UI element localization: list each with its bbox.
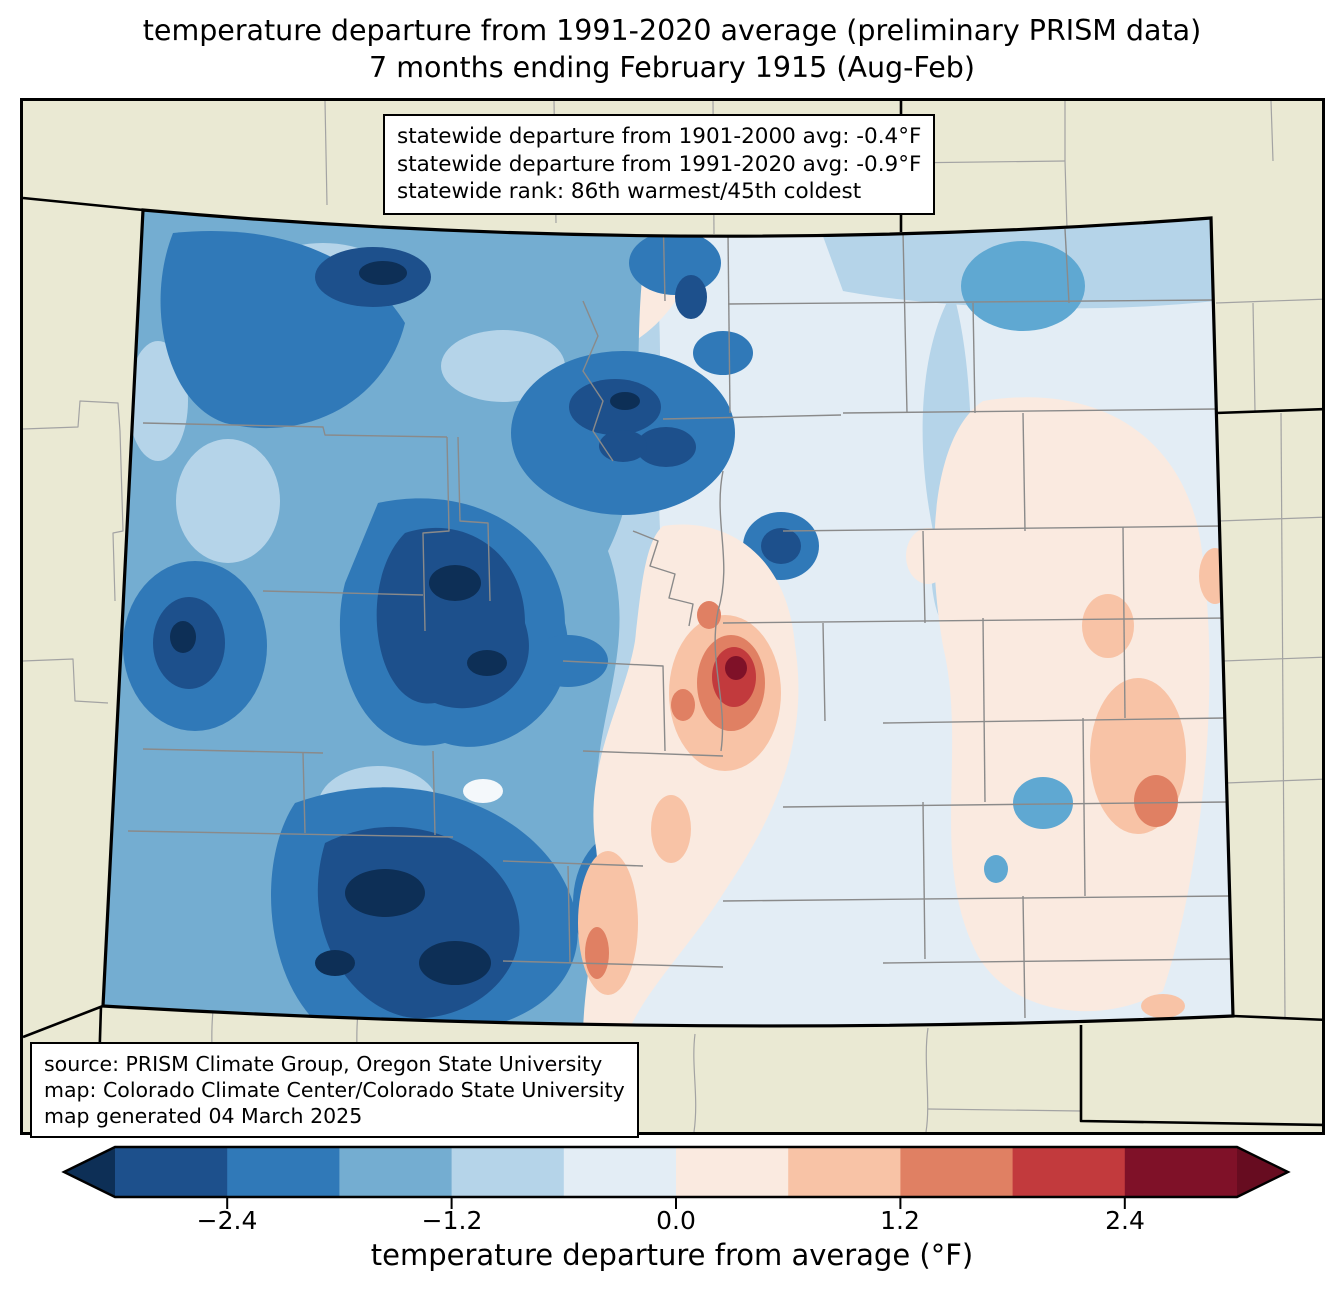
- colorbar-tick-label: 1.2: [880, 1206, 920, 1235]
- colorado-temperature-map: [23, 101, 1322, 1132]
- colorbar-segment: [339, 1147, 453, 1197]
- stats-line-1991-2020: statewide departure from 1991-2020 avg: …: [397, 151, 922, 177]
- neighbor-county-lines: [23, 101, 1322, 1132]
- figure-title-line2: 7 months ending February 1915 (Aug-Feb): [369, 51, 975, 84]
- colorbar-outline: [61, 1145, 1291, 1199]
- colorbar-segment: [676, 1147, 789, 1197]
- colorbar-segment: [788, 1147, 901, 1197]
- figure-title-line1: temperature departure from 1991-2020 ave…: [142, 14, 1202, 47]
- stats-line-rank: statewide rank: 86th warmest/45th coldes…: [397, 179, 862, 204]
- colorbar-segment: [563, 1147, 677, 1197]
- colorbar-under-arrow: [64, 1147, 115, 1197]
- colorbar-axis-label: temperature departure from average (°F): [370, 1238, 974, 1272]
- colorbar-tick-marks: [226, 1197, 1126, 1209]
- colorbar-segments: [115, 1147, 1238, 1197]
- colorbar-tick-label: −1.2: [421, 1206, 483, 1235]
- figure-title: temperature departure from 1991-2020 ave…: [0, 12, 1344, 86]
- map-credit-line: map: Colorado Climate Center/Colorado St…: [44, 1078, 625, 1102]
- colorbar-segment: [900, 1147, 1014, 1197]
- colorbar-tick-label: −2.4: [196, 1206, 258, 1235]
- colorbar-segment: [1012, 1147, 1126, 1197]
- colorado-county-lines: [127, 210, 1231, 1019]
- map-frame: statewide departure from 1901-2000 avg: …: [20, 98, 1325, 1138]
- source-line: source: PRISM Climate Group, Oregon Stat…: [44, 1052, 603, 1076]
- temperature-contours: [103, 210, 1233, 1026]
- colorbar-over-arrow: [1237, 1147, 1288, 1197]
- colorbar-segment: [451, 1147, 565, 1197]
- generated-date-line: map generated 04 March 2025: [44, 1104, 363, 1128]
- colorbar-segment: [227, 1147, 340, 1197]
- colorbar-segment: [1124, 1147, 1238, 1197]
- colorbar-segment: [115, 1147, 228, 1197]
- stats-line-1901-2000: statewide departure from 1901-2000 avg: …: [397, 124, 922, 149]
- colorado-state-border: [101, 208, 1235, 1028]
- statewide-stats-box: statewide departure from 1901-2000 avg: …: [383, 114, 936, 215]
- source-attribution-box: source: PRISM Climate Group, Oregon Stat…: [30, 1042, 639, 1138]
- colorbar-tick-label: 2.4: [1105, 1206, 1145, 1235]
- colorbar-tick-label: 0.0: [656, 1206, 696, 1235]
- colorbar: [61, 1145, 1291, 1209]
